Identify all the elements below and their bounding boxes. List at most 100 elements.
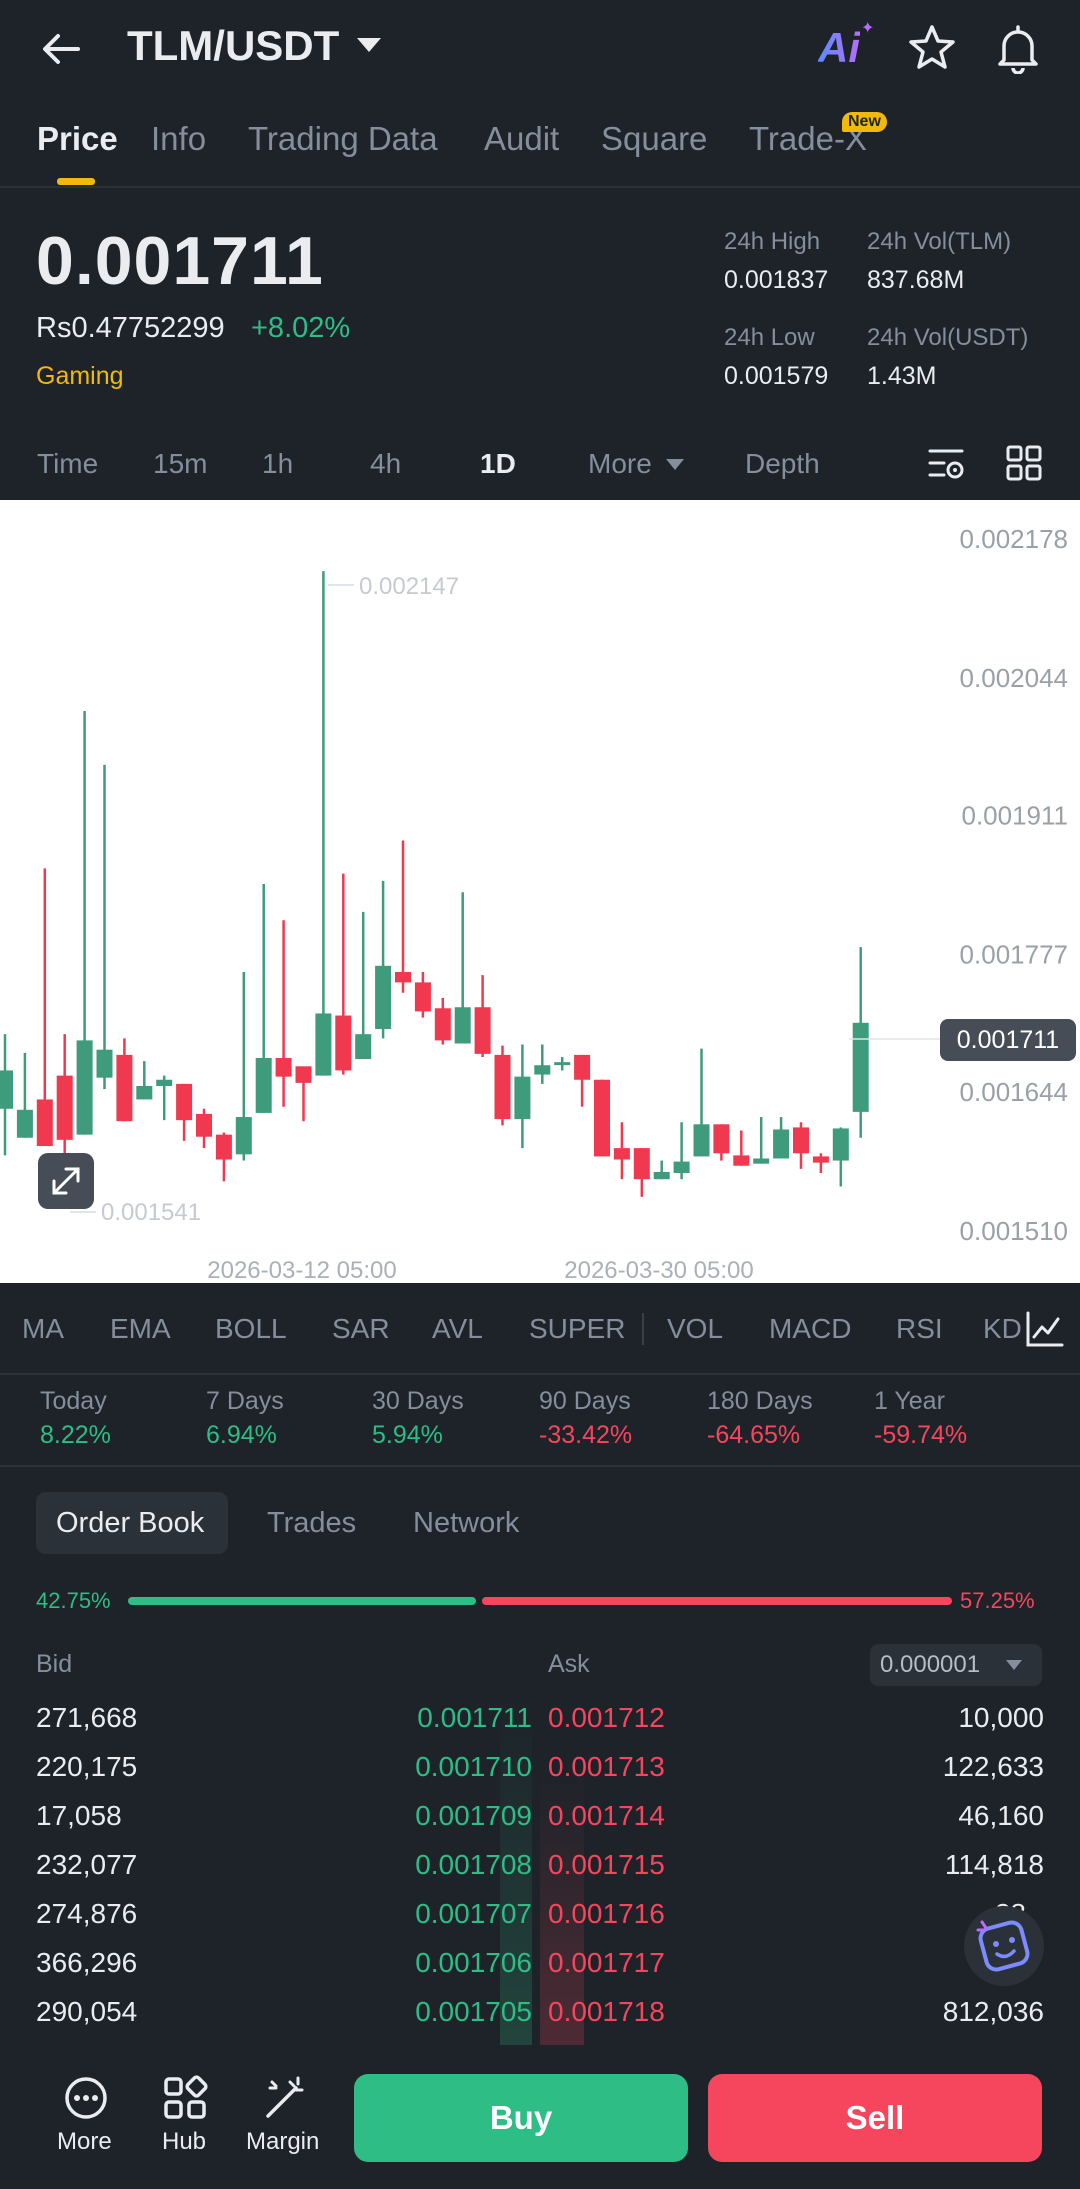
ask-price[interactable]: 0.001717 [548,1947,665,1978]
timeframe-15m[interactable]: 15m [153,448,208,479]
price-change-percent: +8.02% [251,312,351,344]
tab-trading-data[interactable]: Trading Data [248,120,438,157]
tab-audit[interactable]: Audit [484,120,560,157]
orderbook-row[interactable]: 232,077 0.001708 0.001715 114,818 [0,1843,1080,1892]
favorite-star-icon[interactable] [906,22,958,74]
y-tick-label: 0.002178 [960,524,1068,554]
timeframe-1d[interactable]: 1D [480,448,516,479]
candles-group [0,571,869,1197]
notification-bell-icon[interactable] [992,22,1044,74]
y-tick-label: 0.002044 [960,663,1068,693]
orderbook-row[interactable]: 17,058 0.001709 0.001714 46,160 [0,1794,1080,1843]
orderbook-row[interactable]: 271,668 0.001711 0.001712 10,000 [0,1696,1080,1745]
buy-button[interactable]: Buy [354,2074,688,2162]
indicator-chart-icon[interactable] [1024,1311,1064,1349]
precision-select[interactable]: 0.000001 [870,1644,1042,1686]
tab-network[interactable]: Network [413,1507,520,1539]
orderbook-row[interactable]: 274,876 0.001707 0.001716 28 [0,1892,1080,1941]
orderbook-row[interactable]: 366,296 0.001706 0.001717 36 [0,1941,1080,1990]
section-divider [0,1465,1080,1467]
bid-price[interactable]: 0.001711 [417,1702,532,1733]
sell-button[interactable]: Sell [708,2074,1042,2162]
24h-vol-base-label: 24h Vol(TLM) [867,228,1012,255]
chart-settings-icon[interactable] [926,443,966,483]
back-arrow-icon[interactable] [36,24,86,74]
ask-quantity: 114,818 [944,1849,1044,1880]
ask-price[interactable]: 0.001715 [548,1849,665,1880]
ask-price[interactable]: 0.001714 [548,1800,665,1831]
bid-quantity: 271,668 [36,1702,138,1733]
margin-wand-icon[interactable] [260,2074,308,2122]
bid-quantity: 220,175 [36,1751,138,1782]
hub-icon[interactable] [161,2074,209,2122]
indicator-macd[interactable]: MACD [769,1313,852,1344]
ask-price[interactable]: 0.001718 [548,1996,665,2027]
y-axis: 0.002178 0.002044 0.001911 0.001777 0.001644… [960,524,1068,1246]
chart-canvas[interactable]: 0.002147 0.001541 0.002178 0.002044 0.0019… [0,500,1080,1283]
assistant-bot-button[interactable] [964,1906,1044,1986]
more-label[interactable]: More [57,2128,112,2155]
bid-price[interactable]: 0.001708 [415,1849,532,1880]
candle-up [96,1049,113,1078]
orderbook-row[interactable]: 220,175 0.001710 0.001713 122,633 [0,1745,1080,1794]
bid-column-header: Bid [36,1650,73,1678]
indicator-avl[interactable]: AVL [432,1313,483,1344]
bid-price[interactable]: 0.001710 [415,1751,532,1782]
24h-low-value: 0.001579 [724,362,829,390]
fullscreen-expand-button[interactable] [38,1153,94,1209]
tab-info[interactable]: Info [151,120,207,157]
candle-down [613,1148,630,1160]
pair-dropdown-caret-icon[interactable] [357,38,381,52]
24h-high-label: 24h High [724,228,821,255]
ask-price[interactable]: 0.001712 [548,1702,665,1733]
timeframe-1h[interactable]: 1h [262,448,294,479]
pair-title[interactable]: TLM/USDT [127,22,340,69]
candlestick-chart[interactable]: 0.002147 0.001541 0.002178 0.002044 0.0019… [0,500,1080,1283]
tab-order-book[interactable]: Order Book [56,1507,205,1539]
candle-up [136,1085,153,1100]
timeframe-more[interactable]: More [588,448,652,479]
timeframe-time[interactable]: Time [37,448,99,479]
candle-down [196,1113,212,1137]
ask-price[interactable]: 0.001713 [548,1751,665,1782]
bid-price[interactable]: 0.001706 [415,1947,532,1978]
perf-30d-label: 30 Days [372,1387,464,1415]
tab-square[interactable]: Square [601,120,708,157]
bid-price[interactable]: 0.001707 [415,1898,532,1929]
ask-price[interactable]: 0.001716 [548,1898,665,1929]
perf-90d-label: 90 Days [539,1387,631,1415]
indicator-boll[interactable]: BOLL [215,1313,287,1344]
candle-up [554,1062,571,1066]
ai-assistant-icon[interactable]: Ai [818,24,860,71]
indicator-ema[interactable]: EMA [110,1313,171,1344]
candle-down [812,1156,829,1163]
bid-price[interactable]: 0.001709 [415,1800,532,1831]
ask-ratio: 57.25% [960,1588,1035,1613]
category-tag[interactable]: Gaming [36,362,124,390]
orderbook-tab-active-bg [36,1492,228,1554]
perf-7d-label: 7 Days [206,1387,284,1415]
tab-price[interactable]: Price [37,120,118,157]
timeframe-depth[interactable]: Depth [745,448,820,479]
orderbook-row[interactable]: 290,054 0.001705 0.001718 812,036 [0,1990,1080,2039]
hub-label[interactable]: Hub [162,2128,207,2155]
perf-180d-value: -64.65% [707,1421,801,1449]
timeframe-4h[interactable]: 4h [370,448,402,479]
margin-label[interactable]: Margin [246,2128,320,2155]
indicator-vol[interactable]: VOL [667,1313,724,1344]
more-dots-icon[interactable] [62,2074,110,2122]
y-tick-label: 0.001510 [960,1216,1068,1246]
indicator-ma[interactable]: MA [22,1313,64,1344]
current-price-tag [940,1019,1076,1061]
grid-layout-icon[interactable] [1004,443,1044,483]
candle-up [653,1171,670,1180]
indicator-kd[interactable]: KD [983,1313,1021,1344]
indicator-rsi[interactable]: RSI [896,1313,943,1344]
indicator-sar[interactable]: SAR [332,1313,390,1344]
bid-quantity: 366,296 [36,1947,138,1978]
indicator-super[interactable]: SUPER [529,1313,626,1344]
bid-price[interactable]: 0.001705 [415,1996,532,2027]
bid-ratio-bar [128,1597,476,1605]
bid-quantity: 232,077 [36,1849,138,1880]
tab-trades[interactable]: Trades [267,1507,357,1539]
